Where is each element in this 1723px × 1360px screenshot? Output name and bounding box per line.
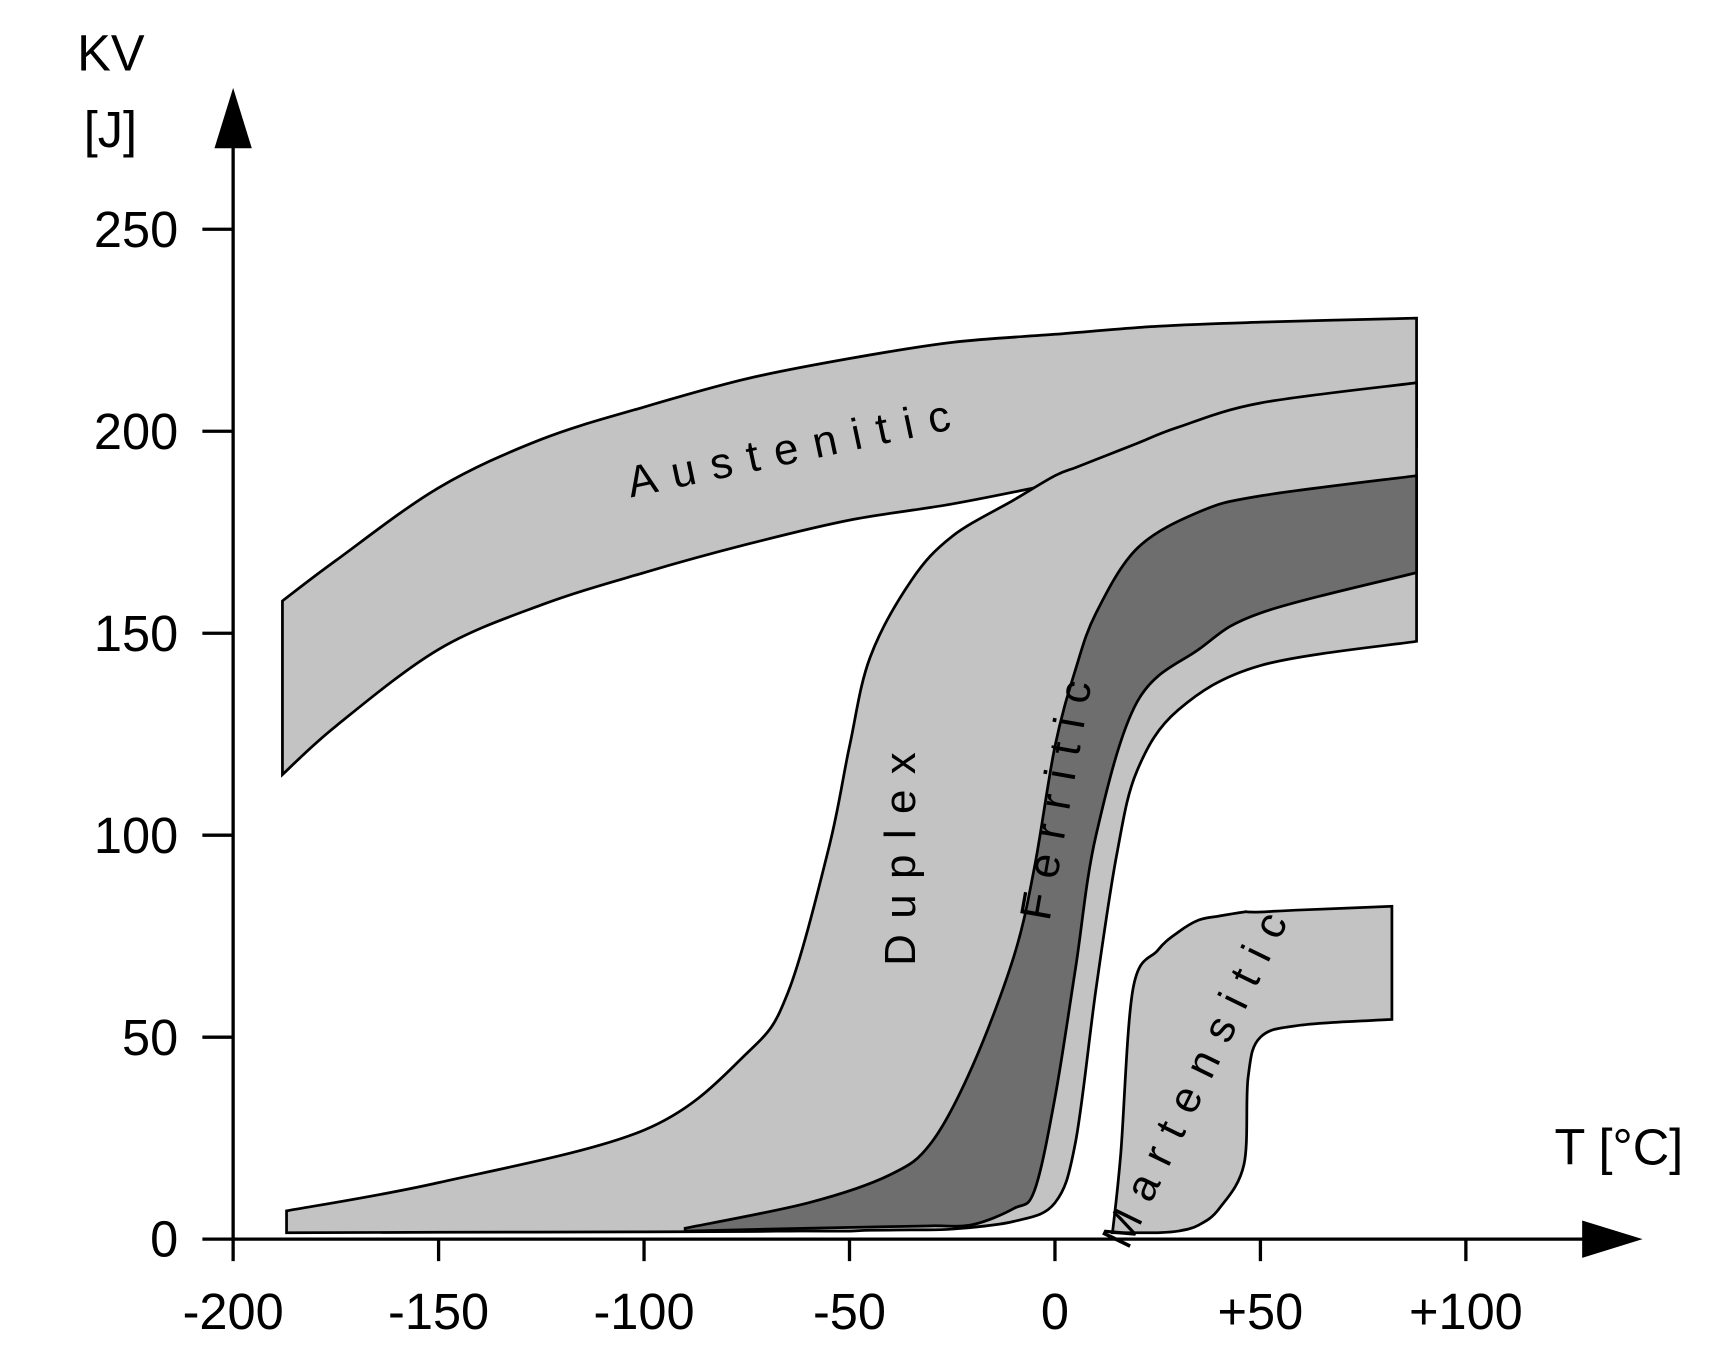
x-tick-label: +100 xyxy=(1409,1283,1523,1340)
y-tick-label: 200 xyxy=(94,403,178,460)
axes: -200 -150 -100 -50 0 +50 +100 0 50 100 150 200 250 xyxy=(94,87,1643,1340)
y-axis-label: KV xyxy=(77,24,145,81)
y-tick-label: 250 xyxy=(94,201,178,258)
y-axis-label: [J] xyxy=(84,101,137,158)
band-label: Duplex xyxy=(876,737,925,966)
y-tick-label: 50 xyxy=(122,1009,178,1066)
x-tick-label: 0 xyxy=(1041,1283,1069,1340)
x-axis-label: T [°C] xyxy=(1554,1118,1683,1175)
x-tick-label: -100 xyxy=(593,1283,694,1340)
y-tick-label: 150 xyxy=(94,605,178,662)
x-axis-arrow xyxy=(1582,1220,1643,1258)
band-area xyxy=(1110,904,1394,1235)
y-tick-label: 0 xyxy=(150,1211,178,1268)
y-tick-label: 100 xyxy=(94,807,178,864)
bands xyxy=(281,316,1418,1235)
x-tick-label: +50 xyxy=(1218,1283,1304,1340)
x-tick-label: -150 xyxy=(388,1283,489,1340)
y-axis-arrow xyxy=(214,87,252,149)
x-tick-label: -200 xyxy=(183,1283,284,1340)
x-tick-label: -50 xyxy=(813,1283,886,1340)
band-area xyxy=(683,474,1418,1233)
